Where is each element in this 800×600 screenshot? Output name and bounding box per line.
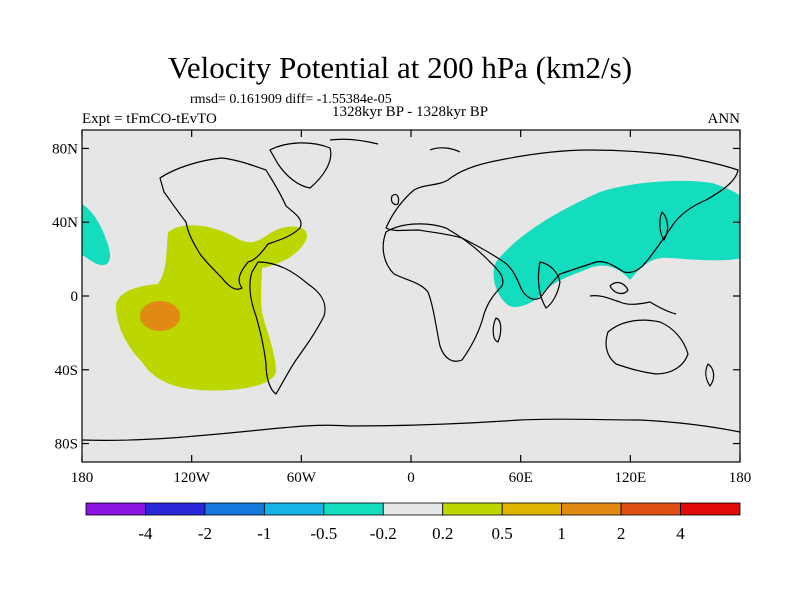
lon-tick-label: 180 (729, 470, 752, 486)
period-label: 1328kyr BP - 1328kyr BP (331, 104, 489, 120)
lon-tick-label: 120W (173, 470, 211, 486)
coastlines (82, 138, 740, 441)
colorbar-label: -4 (138, 524, 153, 543)
lon-tick-label: 180 (71, 470, 94, 486)
longitude-axis: 180 120W 60W 0 60E 120E 180 (71, 130, 752, 486)
experiment-label: Expt = tFmCO-tEvTO (82, 111, 217, 127)
colorbar-label: -1 (257, 524, 271, 543)
anomaly-region-west-edge (82, 204, 111, 266)
lat-tick-label: 40S (55, 363, 78, 379)
colorbar-label: 1 (557, 524, 566, 543)
lon-tick-label: 60W (287, 470, 317, 486)
colorbar-label: -0.5 (310, 524, 337, 543)
colorbar-swatch (85, 502, 146, 516)
colorbar-swatch (620, 502, 681, 516)
season-label: ANN (707, 111, 741, 127)
colorbar: -4 -2 -1 -0.5 -0.2 0.2 0.5 1 2 4 (85, 502, 741, 543)
colorbar-swatch (561, 502, 622, 516)
lon-tick-label: 0 (407, 470, 415, 486)
colorbar-swatch (501, 502, 563, 516)
colorbar-label: 0.5 (492, 524, 513, 543)
colorbar-label: 0.2 (432, 524, 453, 543)
lat-tick-label: 80S (55, 437, 78, 453)
latitude-axis: 80N 40N 0 40S 80S (52, 141, 740, 453)
colorbar-swatch (145, 502, 206, 516)
lat-tick-label: 40N (52, 215, 78, 231)
anomaly-region-asia (493, 180, 740, 307)
lon-tick-label: 60E (509, 470, 533, 486)
colorbar-swatch (204, 502, 265, 516)
lat-tick-label: 0 (71, 289, 79, 305)
colorbar-label: 4 (676, 524, 685, 543)
anomaly-region-pacific (115, 225, 308, 391)
colorbar-swatch (263, 502, 325, 516)
colorbar-label: -0.2 (370, 524, 397, 543)
plot-title: Velocity Potential at 200 hPa (km2/s) (167, 50, 633, 85)
colorbar-swatch (382, 502, 444, 516)
colorbar-swatch (680, 502, 741, 516)
colorbar-swatch (442, 502, 503, 516)
colorbar-label: 2 (617, 524, 626, 543)
lon-tick-label: 120E (614, 470, 646, 486)
anomaly-core-pacific (140, 301, 180, 331)
statistics-label: rmsd= 0.161909 diff= -1.55384e-05 (190, 92, 392, 107)
colorbar-swatch (323, 502, 384, 516)
colorbar-label: -2 (198, 524, 212, 543)
lat-tick-label: 80N (52, 141, 78, 157)
